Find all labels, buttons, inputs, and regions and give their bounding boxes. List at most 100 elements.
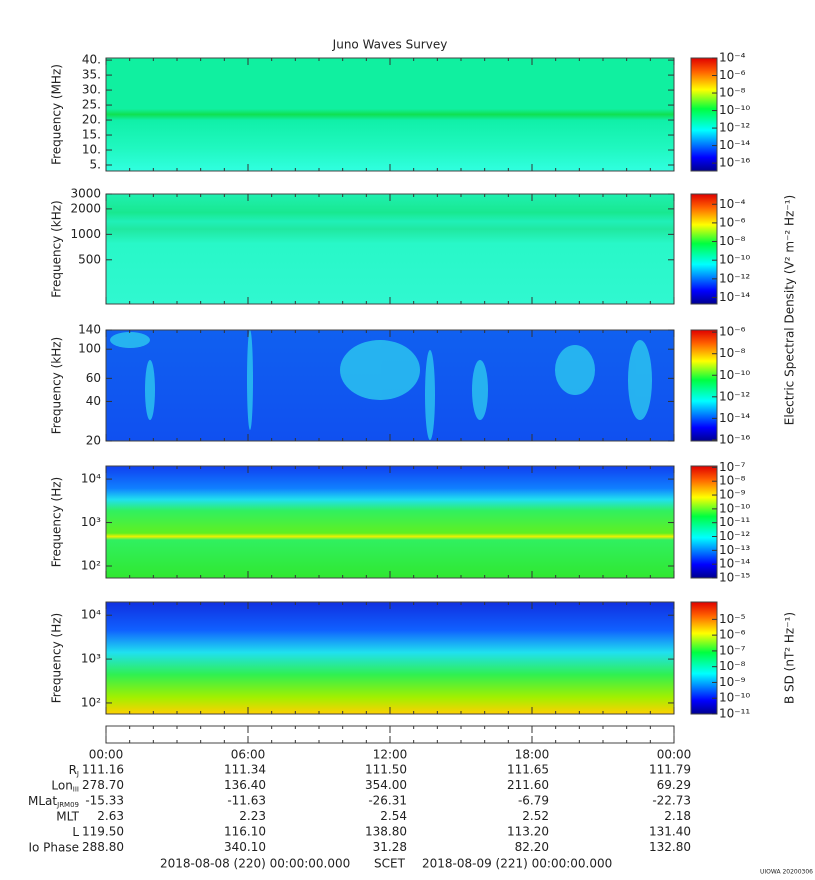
ephemeris-label-text: MLT <box>56 809 79 823</box>
y-tick-label: 60 <box>86 371 101 385</box>
colorbar-tick-label: 10⁻¹⁰ <box>719 253 750 267</box>
spectrogram <box>106 466 674 578</box>
ephemeris-value: 31.28 <box>373 840 407 854</box>
end-time: 2018-08-09 (221) 00:00:00.000 <box>422 857 612 871</box>
ephemeris-value: 2.63 <box>97 809 124 823</box>
ephemeris-value: 111.16 <box>82 763 124 777</box>
colorbar-tick-label: 10⁻⁸ <box>719 659 746 673</box>
colorbar-tick-label: 10⁻¹⁰ <box>719 691 750 705</box>
ephemeris-value: 2.18 <box>664 809 691 823</box>
y-tick-label: 40. <box>82 53 101 67</box>
y-tick-label: 100 <box>78 342 101 356</box>
colorbar-tick-label: 10⁻⁶ <box>719 68 746 82</box>
x-tick-label: 06:00 <box>231 748 266 762</box>
wave-streaks <box>110 330 652 440</box>
y-axis-label: Frequency (kHz) <box>50 337 64 434</box>
ephemeris-value: -22.73 <box>652 794 691 808</box>
colorbar-tick-label: 10⁻¹¹ <box>719 515 750 529</box>
y-tick-label: 25. <box>82 98 101 112</box>
y-tick-label: 5. <box>90 158 101 172</box>
colorbar <box>690 601 718 715</box>
colorbar-tick-label: 10⁻¹² <box>719 389 750 403</box>
y-tick-label: 140 <box>78 323 101 337</box>
colorbar-tick-label: 10⁻⁹ <box>719 488 746 502</box>
ephemeris-value: -6.79 <box>518 794 549 808</box>
ephemeris-label: LonIII <box>51 778 79 794</box>
ephemeris-value: 111.65 <box>507 763 549 777</box>
colorbar-tick-label: 10⁻¹² <box>719 121 750 135</box>
colorbar <box>690 193 718 305</box>
ephemeris-value: 131.40 <box>649 825 691 839</box>
ephemeris-value: 82.20 <box>515 840 549 854</box>
ephemeris-value: 111.50 <box>365 763 407 777</box>
y-tick-label: 10³ <box>81 652 101 666</box>
colorbar-tick-label: 10⁻⁸ <box>719 86 746 100</box>
ephemeris-value: 278.70 <box>82 778 124 792</box>
ephemeris-label-text: MLat <box>28 794 57 808</box>
y-tick-label: 15. <box>82 128 101 142</box>
start-time: 2018-08-08 (220) 00:00:00.000 <box>160 857 350 871</box>
ephemeris-label-sub: J <box>76 770 79 778</box>
colorbar-label: Electric Spectral Density (V² m⁻² Hz⁻¹) <box>783 195 797 425</box>
y-tick-label: 500 <box>78 252 101 266</box>
colorbar-tick-label: 10⁻⁵ <box>719 612 746 626</box>
colorbar-tick-label: 10⁻⁴ <box>719 197 746 211</box>
colorbar-tick-label: 10⁻¹⁴ <box>719 138 750 152</box>
y-axis-label: Frequency (Hz) <box>50 613 64 704</box>
ephemeris-value: 113.20 <box>507 825 549 839</box>
colorbar-tick-label: 10⁻⁹ <box>719 675 746 689</box>
colorbar-tick-label: 10⁻⁶ <box>719 215 746 229</box>
y-tick-label: 10. <box>82 143 101 157</box>
y-tick-label: 20 <box>86 434 101 448</box>
y-axis-label: Frequency (MHz) <box>50 64 64 165</box>
ephemeris-value: 119.50 <box>82 825 124 839</box>
y-tick-label: 10² <box>81 695 101 709</box>
colorbar-label: B SD (nT² Hz⁻¹) <box>783 612 797 704</box>
scet-label: SCET <box>374 857 406 871</box>
ephemeris-label-text: Io Phase <box>28 840 79 854</box>
y-tick-label: 10³ <box>81 515 101 529</box>
colorbar-tick-label: 10⁻¹⁵ <box>719 571 750 585</box>
colorbar-tick-label: 10⁻¹⁴ <box>719 290 750 304</box>
ephemeris-value: 111.34 <box>224 763 266 777</box>
y-axis-label: Frequency (kHz) <box>50 200 64 297</box>
ephemeris-value: -26.31 <box>368 794 407 808</box>
stamp: UIOWA 20200306 <box>760 869 813 876</box>
colorbar-tick-label: 10⁻¹⁴ <box>719 557 750 571</box>
y-tick-label: 1000 <box>70 227 101 241</box>
ephemeris-label: RJ <box>69 763 79 779</box>
ephemeris-label: L <box>72 825 79 839</box>
ephemeris-label-sub: III <box>73 786 79 794</box>
colorbar <box>690 329 718 442</box>
ephemeris-value: 354.00 <box>365 778 407 792</box>
ephemeris-label: MLT <box>56 809 79 823</box>
ephemeris-value: 138.80 <box>365 825 407 839</box>
chart-title: Juno Waves Survey <box>332 38 448 52</box>
ephemeris-label-sub: JRM09 <box>56 801 79 809</box>
y-tick-label: 40 <box>86 394 101 408</box>
colorbar-tick-label: 10⁻¹⁰ <box>719 501 750 515</box>
ephemeris-value: -15.33 <box>85 794 124 808</box>
colorbar-tick-label: 10⁻⁸ <box>719 234 746 248</box>
y-tick-label: 3000 <box>70 187 101 201</box>
ephemeris-value: 340.10 <box>224 840 266 854</box>
ephemeris-value: 132.80 <box>649 840 691 854</box>
y-tick-label: 30. <box>82 83 101 97</box>
y-tick-label: 20. <box>82 113 101 127</box>
colorbar-tick-label: 10⁻⁸ <box>719 474 746 488</box>
y-tick-label: 10⁴ <box>81 472 101 486</box>
colorbar-tick-label: 10⁻⁸ <box>719 346 746 360</box>
ephemeris-value: 69.29 <box>657 778 691 792</box>
colorbar-tick-label: 10⁻¹² <box>719 529 750 543</box>
y-axis-label: Frequency (Hz) <box>50 477 64 568</box>
ephemeris-value: 136.40 <box>224 778 266 792</box>
ephemeris-value: 2.54 <box>380 809 407 823</box>
ephemeris-value: 111.79 <box>649 763 691 777</box>
y-tick-label: 2000 <box>70 201 101 215</box>
colorbar-tick-label: 10⁻¹⁶ <box>719 156 750 170</box>
ephemeris-value: 116.10 <box>224 825 266 839</box>
spectrogram <box>106 194 674 304</box>
colorbar-tick-label: 10⁻⁷ <box>719 460 746 474</box>
y-tick-label: 10⁴ <box>81 608 101 622</box>
